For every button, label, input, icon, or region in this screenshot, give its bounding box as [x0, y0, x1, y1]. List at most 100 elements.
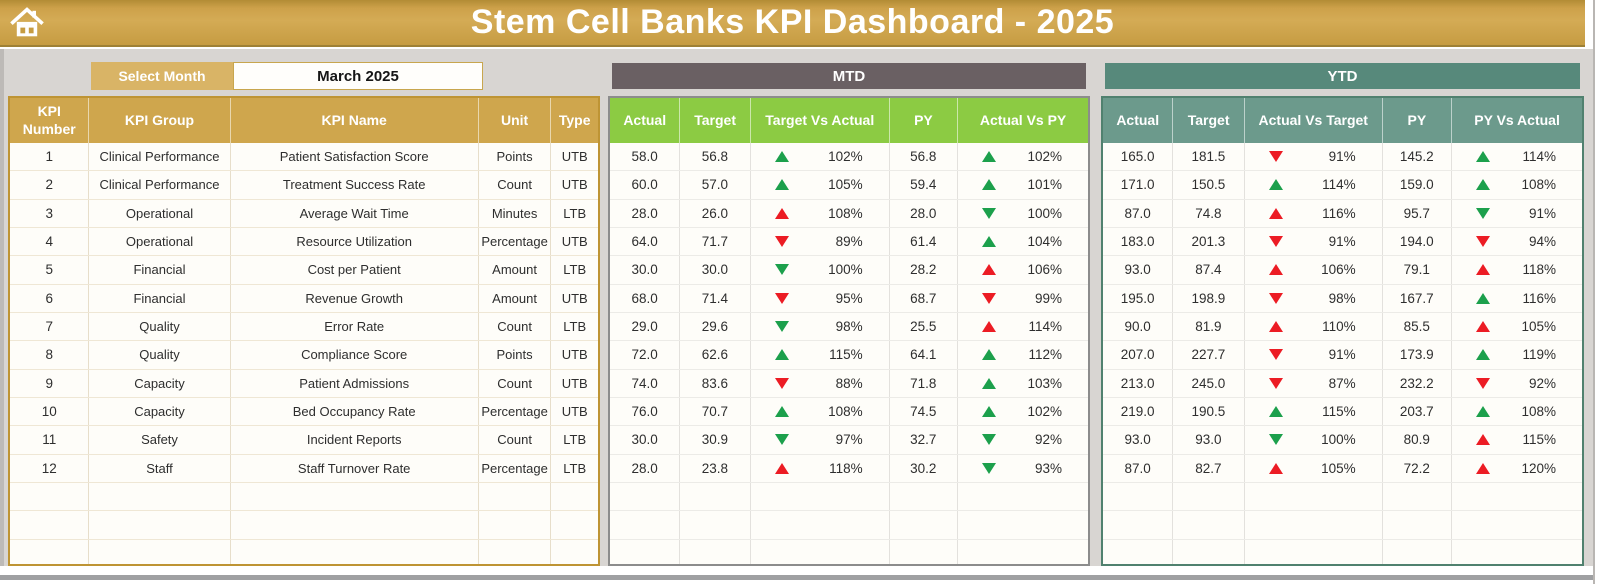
mtd-actual-vs-py-cell: 99%	[958, 285, 1088, 312]
trend-down-icon	[1268, 377, 1283, 389]
ytd-actual-vs-target-cell: 106%	[1245, 256, 1383, 284]
mtd-actual-cell: 74.0	[610, 369, 681, 397]
trend-down-icon	[1268, 349, 1283, 361]
kpi-info-row: 3 Operational Average Wait Time Minutes LTB	[10, 199, 598, 228]
trend-down-icon	[1268, 292, 1283, 304]
mtd-target-cell: 29.6	[680, 312, 751, 341]
col-header-ytd-actual: Actual	[1103, 98, 1174, 143]
mtd-py-cell: 56.8	[890, 143, 958, 171]
ytd-target-cell: 150.5	[1173, 171, 1245, 199]
percent-value: 114%	[1322, 177, 1356, 193]
ytd-data-row: 195.0 198.9 98% 167.7 116%	[1103, 284, 1582, 313]
select-month-button[interactable]: Select Month	[91, 62, 233, 90]
kpi-number-cell: 2	[10, 171, 90, 199]
trend-down-icon	[1268, 434, 1283, 446]
empty-cell	[610, 511, 681, 539]
mtd-target-cell: 57.0	[680, 171, 751, 199]
mtd-target-cell: 30.9	[680, 426, 751, 454]
ytd-table-body: 165.0 181.5 91% 145.2 114% 171.0 150.5 114% 159.…	[1103, 143, 1582, 564]
title-bar: Stem Cell Banks KPI Dashboard - 2025	[0, 0, 1585, 47]
mtd-actual-vs-py-cell: 102%	[958, 398, 1088, 425]
trend-up-icon	[981, 321, 996, 333]
percent-value: 87%	[1328, 375, 1356, 391]
ytd-py-cell: 72.2	[1383, 454, 1452, 482]
mtd-py-cell: 32.7	[890, 426, 958, 454]
mtd-py-cell: 64.1	[890, 341, 958, 369]
kpi-number-cell: 3	[10, 199, 90, 227]
ytd-py-vs-actual-cell: 114%	[1452, 143, 1582, 170]
trend-down-icon	[981, 434, 996, 446]
mtd-actual-cell: 60.0	[610, 171, 681, 199]
mtd-actual-vs-py-cell: 104%	[958, 228, 1088, 255]
mtd-data-row: 64.0 71.7 89% 61.4 104%	[610, 227, 1088, 257]
empty-cell	[551, 540, 598, 564]
mtd-actual-vs-py-cell: 93%	[958, 455, 1088, 482]
trend-down-icon	[981, 207, 996, 219]
ytd-py-vs-actual-cell: 108%	[1452, 171, 1582, 198]
trend-up-icon	[1475, 264, 1490, 276]
percent-value: 89%	[835, 234, 863, 250]
empty-row	[610, 482, 1088, 512]
col-header-kpi-name: KPI Name	[231, 98, 479, 143]
unit-cell: Amount	[479, 284, 552, 312]
empty-cell	[1245, 511, 1383, 539]
ytd-data-row: 219.0 190.5 115% 203.7 108%	[1103, 397, 1582, 427]
mtd-py-cell: 74.5	[890, 397, 958, 426]
home-button[interactable]	[9, 6, 45, 42]
col-header-mtd-actual: Actual	[610, 98, 681, 143]
trend-up-icon	[981, 179, 996, 191]
kpi-name-cell: Incident Reports	[231, 426, 479, 454]
ytd-header-row: Actual Target Actual Vs Target PY PY Vs …	[1103, 98, 1582, 143]
mtd-data-row: 74.0 83.6 88% 71.8 103%	[610, 369, 1088, 398]
ytd-actual-cell: 195.0	[1103, 284, 1174, 312]
page-title: Stem Cell Banks KPI Dashboard - 2025	[470, 3, 1115, 41]
kpi-info-row: 11 Safety Incident Reports Count LTB	[10, 426, 598, 455]
empty-cell	[10, 482, 90, 511]
percent-value: 114%	[1522, 149, 1556, 165]
kpi-number-cell: 6	[10, 284, 90, 312]
ytd-data-row: 87.0 74.8 116% 95.7 91%	[1103, 199, 1582, 228]
month-input[interactable]: March 2025	[233, 62, 483, 90]
empty-cell	[1173, 539, 1245, 564]
empty-row	[610, 539, 1088, 564]
percent-value: 103%	[1027, 375, 1063, 391]
kpi-number-cell: 7	[10, 312, 90, 341]
mtd-actual-vs-py-cell: 106%	[958, 256, 1088, 283]
info-header-row: KPI Number KPI Group KPI Name Unit Type	[10, 98, 598, 143]
trend-up-icon	[1268, 406, 1283, 418]
ytd-py-vs-actual-cell: 108%	[1452, 398, 1582, 425]
mtd-target-cell: 56.8	[680, 143, 751, 171]
mtd-data-row: 58.0 56.8 102% 56.8 102%	[610, 143, 1088, 172]
mtd-py-cell: 25.5	[890, 312, 958, 341]
kpi-name-cell: Compliance Score	[231, 341, 479, 369]
ytd-py-cell: 80.9	[1383, 426, 1452, 454]
percent-value: 115%	[829, 347, 863, 363]
mtd-data-row: 29.0 29.6 98% 25.5 114%	[610, 312, 1088, 342]
trend-up-icon	[1475, 462, 1490, 474]
trend-up-icon	[1475, 179, 1490, 191]
ytd-data-row: 207.0 227.7 91% 173.9 119%	[1103, 341, 1582, 370]
ytd-section-header: YTD	[1105, 63, 1580, 89]
empty-cell	[680, 482, 751, 511]
empty-cell	[479, 539, 552, 564]
ytd-data-row: 87.0 82.7 105% 72.2 120%	[1103, 454, 1582, 483]
percent-value: 92%	[1528, 375, 1556, 391]
ytd-target-cell: 201.3	[1173, 227, 1245, 256]
percent-value: 91%	[1328, 234, 1356, 250]
empty-cell	[551, 511, 598, 538]
unit-cell: Count	[479, 171, 552, 199]
percent-value: 100%	[1321, 432, 1356, 448]
ytd-py-vs-actual-cell: 91%	[1452, 200, 1582, 227]
percent-value: 98%	[835, 319, 863, 335]
percent-value: 102%	[828, 149, 863, 165]
percent-value: 97%	[835, 432, 863, 448]
percent-value: 115%	[1522, 432, 1556, 448]
mtd-actual-cell: 64.0	[610, 227, 681, 256]
ytd-target-cell: 93.0	[1173, 426, 1245, 454]
kpi-name-cell: Average Wait Time	[231, 199, 479, 227]
ytd-py-cell: 203.7	[1383, 397, 1452, 426]
percent-value: 106%	[1321, 262, 1356, 278]
ytd-py-cell: 145.2	[1383, 143, 1452, 171]
type-cell: UTB	[561, 375, 588, 391]
